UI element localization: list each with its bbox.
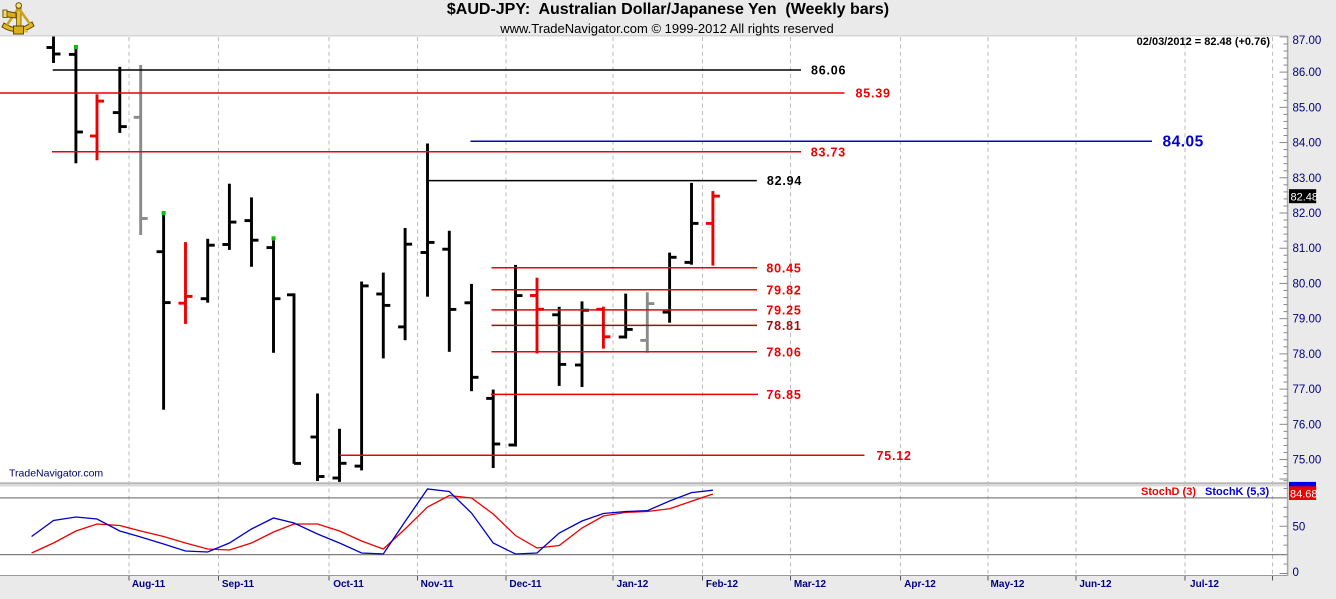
svg-text:StochD (3): StochD (3) — [1141, 486, 1196, 498]
svg-text:Dec-11: Dec-11 — [509, 579, 542, 590]
svg-text:Feb-12: Feb-12 — [706, 579, 739, 590]
svg-text:75.12: 75.12 — [877, 449, 912, 463]
svg-text:78.81: 78.81 — [766, 319, 801, 333]
svg-text:Sep-11: Sep-11 — [222, 579, 255, 590]
svg-text:Aug-11: Aug-11 — [132, 579, 166, 590]
svg-text:86.00: 86.00 — [1293, 67, 1322, 79]
svg-text:85.39: 85.39 — [856, 87, 891, 101]
svg-text:StochK (5,3): StochK (5,3) — [1205, 486, 1270, 498]
svg-text:0: 0 — [1293, 567, 1299, 579]
svg-text:78.06: 78.06 — [766, 345, 801, 359]
svg-text:81.00: 81.00 — [1293, 243, 1322, 255]
svg-text:Jan-12: Jan-12 — [617, 579, 649, 590]
svg-text:79.82: 79.82 — [766, 283, 801, 297]
svg-text:75.00: 75.00 — [1293, 455, 1322, 467]
svg-text:77.00: 77.00 — [1293, 384, 1322, 396]
svg-text:76.85: 76.85 — [766, 388, 801, 402]
svg-text:www.TradeNavigator.com © 1999-: www.TradeNavigator.com © 1999-2012 All r… — [499, 21, 834, 36]
svg-text:02/03/2012 = 82.48 (+0.76): 02/03/2012 = 82.48 (+0.76) — [1137, 36, 1271, 48]
svg-text:78.00: 78.00 — [1293, 349, 1322, 361]
svg-text:Oct-11: Oct-11 — [333, 579, 364, 590]
svg-text:Apr-12: Apr-12 — [904, 579, 936, 590]
svg-text:Nov-11: Nov-11 — [421, 579, 454, 590]
svg-text:85.00: 85.00 — [1293, 102, 1322, 114]
svg-text:50: 50 — [1293, 522, 1306, 534]
svg-text:$AUD-JPY: Australian Dollar/J: $AUD-JPY: Australian Dollar/Japanese Yen… — [447, 1, 889, 18]
svg-text:84.00: 84.00 — [1293, 138, 1322, 150]
svg-text:80.45: 80.45 — [766, 261, 801, 275]
svg-text:83.73: 83.73 — [811, 145, 846, 159]
svg-text:Mar-12: Mar-12 — [794, 579, 827, 590]
svg-text:82.94: 82.94 — [767, 174, 802, 188]
svg-text:Jul-12: Jul-12 — [1190, 579, 1219, 590]
svg-text:83.00: 83.00 — [1293, 173, 1322, 185]
svg-text:82.00: 82.00 — [1293, 208, 1322, 220]
svg-text:80.00: 80.00 — [1293, 278, 1322, 290]
svg-text:76.00: 76.00 — [1293, 419, 1322, 431]
svg-text:79.00: 79.00 — [1293, 314, 1322, 326]
svg-text:May-12: May-12 — [991, 579, 1025, 590]
svg-text:84.05: 84.05 — [1163, 134, 1204, 151]
svg-text:Jun-12: Jun-12 — [1079, 579, 1112, 590]
svg-text:82.48: 82.48 — [1291, 191, 1319, 203]
svg-text:87.00: 87.00 — [1293, 35, 1322, 47]
svg-text:84.68: 84.68 — [1290, 488, 1318, 500]
svg-text:79.25: 79.25 — [766, 304, 801, 318]
svg-text:TradeNavigator.com: TradeNavigator.com — [9, 468, 103, 480]
svg-text:86.06: 86.06 — [811, 64, 846, 78]
